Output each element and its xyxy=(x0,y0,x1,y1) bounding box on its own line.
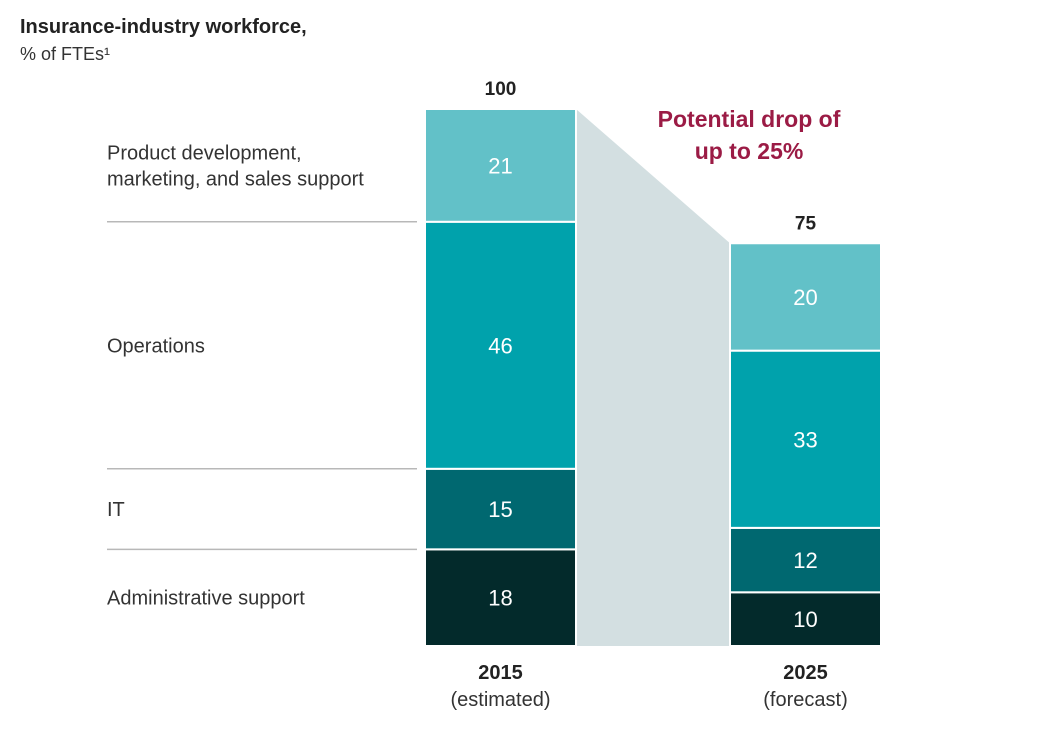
bar-segment-0-0 xyxy=(424,548,577,648)
segment-value-label: 15 xyxy=(488,497,512,522)
segment-value-label: 18 xyxy=(488,586,512,611)
drop-band xyxy=(576,109,730,646)
chart-subtitle: % of FTEs¹ xyxy=(20,44,111,64)
category-label: Administrative support xyxy=(107,588,305,610)
chart-title: Insurance-industry workforce, xyxy=(20,16,307,38)
category-label: Product development, marketing, and sales… xyxy=(107,142,364,190)
segment-value-label: 21 xyxy=(488,153,512,178)
bar-total-label: 100 xyxy=(485,79,517,100)
drop-annotation: Potential drop of up to 25% xyxy=(658,106,841,164)
segment-value-label: 12 xyxy=(793,548,817,573)
segment-value-label: 33 xyxy=(793,427,817,452)
segment-value-label: 46 xyxy=(488,333,512,358)
bar-segment-0-1 xyxy=(424,467,577,551)
bar-total-label: 75 xyxy=(795,213,817,234)
bar-segment-1-0 xyxy=(729,591,882,647)
segment-value-label: 10 xyxy=(793,607,817,632)
x-axis-label: 2025 (forecast) xyxy=(763,662,847,711)
category-label: Operations xyxy=(107,335,205,357)
bar-segment-0-3 xyxy=(424,108,577,223)
bar-segment-1-3 xyxy=(729,242,882,352)
x-axis-label: 2015 (estimated) xyxy=(450,662,550,711)
category-label: IT xyxy=(107,499,125,521)
segment-value-label: 20 xyxy=(793,285,817,310)
